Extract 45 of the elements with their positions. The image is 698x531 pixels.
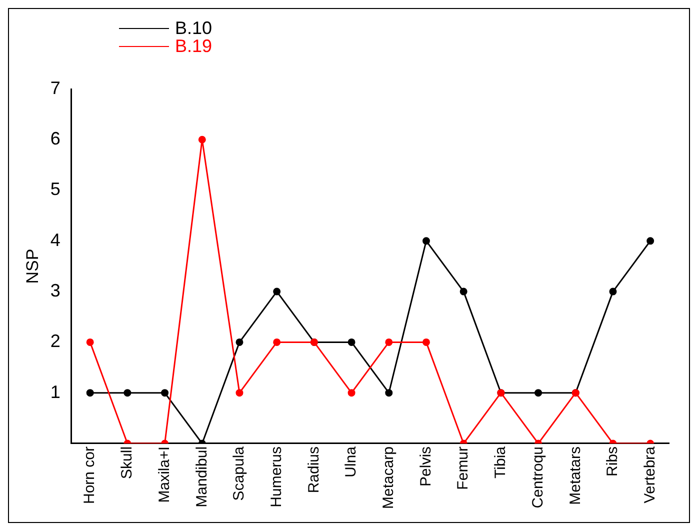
point (348, 338, 356, 346)
x-tick-label: Ulna (342, 446, 360, 478)
point (161, 389, 169, 397)
y-tick-label: 1 (50, 382, 60, 402)
point (460, 288, 468, 296)
point (273, 338, 281, 346)
x-tick-label: Horn cor (81, 446, 98, 504)
x-tick-label: Scapula (230, 446, 248, 501)
x-tick-label: Tibia (492, 446, 510, 478)
x-tick-label: Centroqu (529, 446, 546, 508)
x-tick-label: Skull (118, 446, 136, 479)
point (422, 338, 430, 346)
legend-label: B.19 (175, 36, 212, 56)
x-tick-label: Mandibul (193, 446, 210, 508)
point (236, 338, 244, 346)
x-tick-label: Ribs (604, 446, 622, 476)
point (86, 389, 94, 397)
point (236, 389, 244, 397)
x-tick-label: Vertebra (641, 446, 658, 504)
x-tick-label: Pelvis (417, 446, 434, 486)
point (86, 338, 94, 346)
point (534, 389, 542, 397)
x-tick-label: Humerus (268, 446, 285, 508)
y-tick-label: 4 (50, 230, 60, 250)
y-tick-label: 2 (50, 331, 60, 352)
point (422, 237, 430, 245)
point (385, 389, 393, 397)
point (385, 338, 393, 346)
y-axis-title: NSP (22, 248, 42, 284)
x-tick-label: Metacarp (380, 446, 398, 510)
x-tick-label: Radius (305, 446, 322, 494)
x-tick-label: Maxila+I (156, 446, 173, 503)
point (198, 136, 206, 144)
point (609, 288, 617, 296)
y-tick-label: 5 (50, 179, 60, 200)
x-tick-label: Metatars (566, 446, 584, 505)
y-tick-label: 7 (50, 78, 60, 98)
point (124, 389, 132, 397)
legend-label: B.10 (175, 18, 212, 38)
y-tick-label: 3 (50, 280, 60, 301)
x-tick-label: Femur (454, 446, 472, 490)
y-tick-label: 6 (50, 128, 60, 149)
point (348, 389, 356, 397)
point (646, 237, 654, 245)
point (273, 288, 281, 296)
